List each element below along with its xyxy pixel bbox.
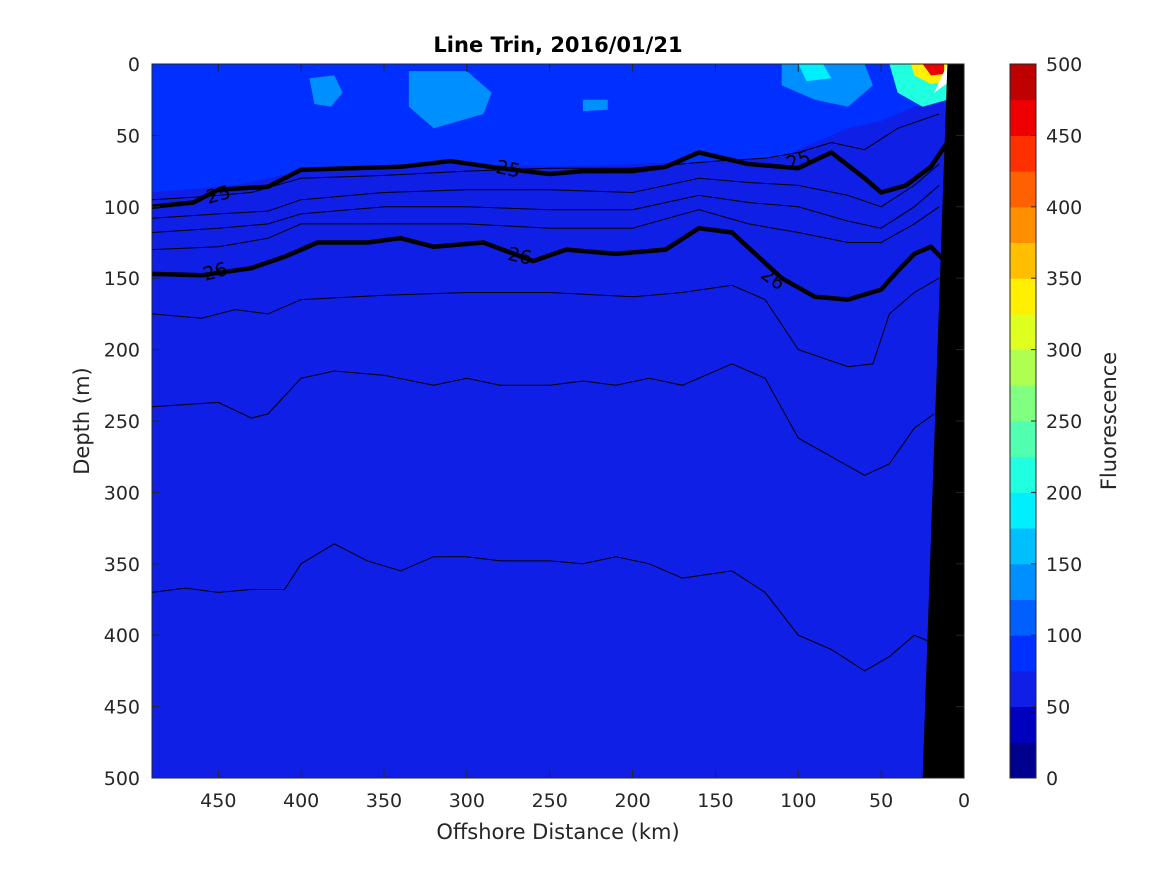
contour-line-bold	[152, 225, 950, 302]
colorbar-swatch	[1010, 135, 1036, 172]
x-tick-label: 0	[958, 790, 970, 812]
density-contours	[152, 113, 950, 672]
colorbar-tick-label: 500	[1046, 54, 1082, 76]
colorbar-tick-label: 250	[1046, 411, 1082, 433]
contour-line	[152, 363, 935, 476]
y-tick-label: 450	[104, 697, 140, 719]
y-tick-label: 250	[104, 411, 140, 433]
colorbar-label: Fluorescence	[1097, 352, 1121, 490]
colorbar-swatch	[1010, 456, 1036, 493]
x-tick-label: 150	[697, 790, 733, 812]
colorbar-swatch	[1010, 385, 1036, 422]
y-tick-label: 300	[104, 482, 140, 504]
colorbar-swatch	[1010, 670, 1036, 708]
contour-line	[152, 543, 932, 672]
colorbar-tick-label: 350	[1046, 268, 1082, 290]
seafloor	[922, 64, 964, 778]
x-axis-ticks: 450 400 350 300 250 200 150 100 50 0	[200, 64, 970, 812]
colorbar-swatch	[1010, 349, 1036, 386]
y-axis-label: Depth (m)	[70, 367, 94, 474]
colorbar-swatch	[1010, 278, 1036, 315]
x-tick-label: 300	[449, 790, 485, 812]
colorbar-swatch	[1010, 528, 1036, 565]
x-tick-label: 250	[532, 790, 568, 812]
fluorescence-patch	[922, 64, 945, 76]
y-axis-ticks: 0 50 100 150 200 250 300 350 400 450 500	[104, 54, 964, 790]
y-tick-label: 400	[104, 625, 140, 647]
y-tick-label: 100	[104, 197, 140, 219]
fluorescence-patch	[582, 99, 608, 112]
contour-line	[152, 163, 940, 219]
surface-layer	[152, 64, 964, 193]
contour-line	[152, 206, 940, 251]
fluorescence-field	[152, 64, 964, 193]
fluorescence-patch	[408, 71, 492, 129]
colorbar-swatch	[1010, 635, 1036, 672]
colorbar-tick-label: 450	[1046, 125, 1082, 147]
x-tick-label: 350	[366, 790, 402, 812]
contour-line-bold	[152, 141, 950, 210]
colorbar-swatch	[1010, 99, 1036, 136]
colorbar-tick-label: 200	[1046, 482, 1082, 504]
colorbar-swatch	[1010, 313, 1036, 351]
x-tick-label: 50	[869, 790, 893, 812]
colorbar-tick-label: 100	[1046, 625, 1082, 647]
x-tick-label: 400	[283, 790, 319, 812]
colorbar-tick-label: 150	[1046, 554, 1082, 576]
colorbar-tick-label: 300	[1046, 340, 1082, 362]
y-tick-label: 200	[104, 340, 140, 362]
bathymetry	[922, 64, 964, 778]
x-tick-label: 200	[614, 790, 650, 812]
colorbar-swatch	[1010, 242, 1036, 279]
y-tick-label: 50	[116, 125, 140, 147]
contour-line	[152, 185, 940, 233]
colorbar-swatch	[1010, 64, 1036, 101]
y-tick-label: 500	[104, 768, 140, 790]
colorbar-swatch	[1010, 563, 1036, 600]
colorbar-swatch	[1010, 599, 1036, 636]
colorbar-swatch	[1010, 492, 1036, 529]
x-tick-label: 450	[200, 790, 236, 812]
plot-background	[152, 64, 964, 778]
fluorescence-patch	[798, 64, 832, 82]
colorbar-swatch	[1010, 171, 1036, 208]
colorbar-tick-label: 400	[1046, 197, 1082, 219]
colorbar-swatch	[1010, 706, 1036, 743]
x-tick-label: 100	[780, 790, 816, 812]
colorbar	[1009, 63, 1037, 779]
contour-line	[152, 277, 940, 368]
colorbar-swatch	[1010, 206, 1036, 243]
colorbar-tick-label: 50	[1046, 697, 1070, 719]
colorbar-swatch	[1010, 421, 1036, 458]
colorbar-swatch	[1010, 742, 1036, 779]
x-axis-label: Offshore Distance (km)	[436, 820, 679, 844]
y-tick-label: 0	[128, 54, 140, 76]
y-tick-label: 350	[104, 554, 140, 576]
contour-label: 26	[506, 243, 534, 270]
fluorescence-patch	[309, 75, 343, 107]
contour-label: 25	[494, 156, 522, 183]
colorbar-ticks: 0 50 100 150 200 250 300 350 400 450 500	[1031, 54, 1082, 790]
y-tick-label: 150	[104, 268, 140, 290]
colorbar-tick-label: 0	[1046, 768, 1058, 790]
chart-title: Line Trin, 2016/01/21	[433, 33, 682, 57]
